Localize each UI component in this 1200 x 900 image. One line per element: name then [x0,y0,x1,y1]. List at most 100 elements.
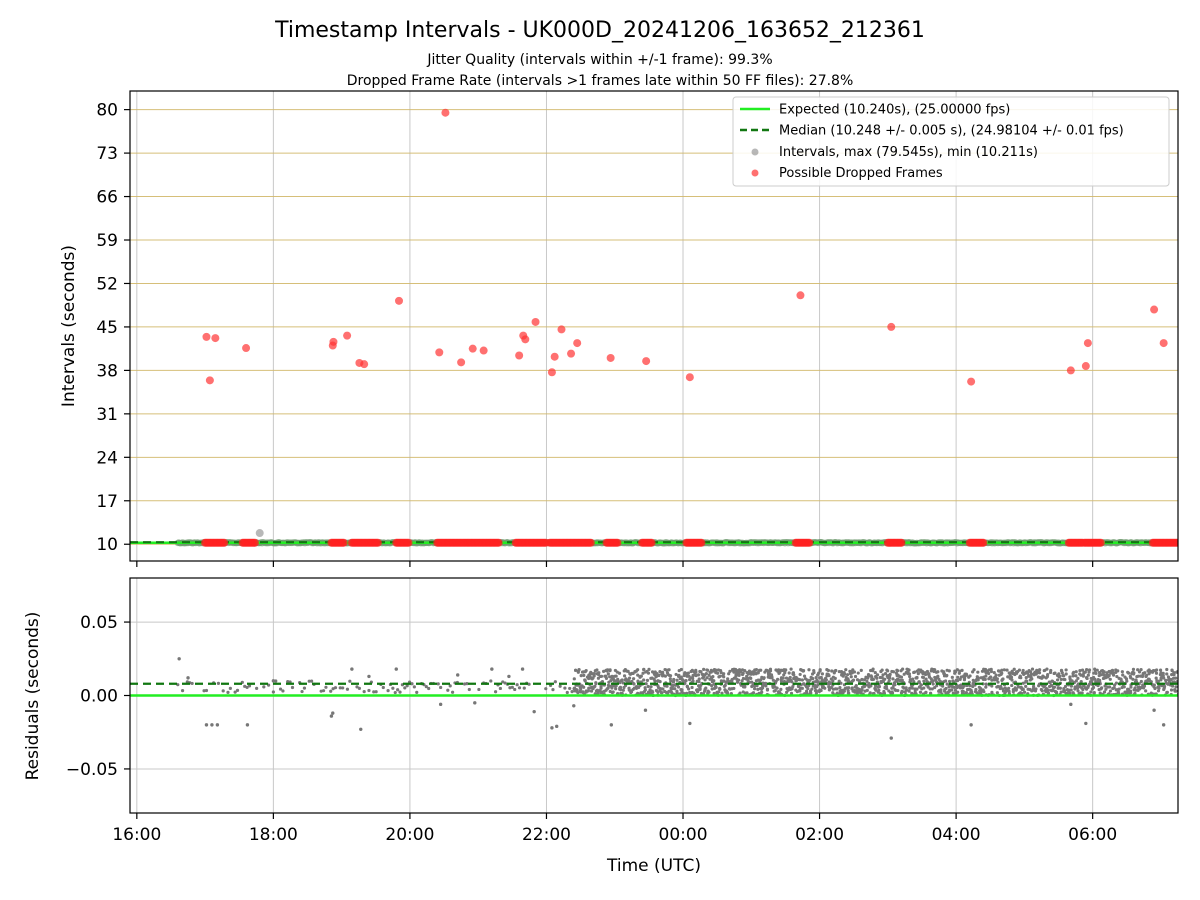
dropped-frame-point [697,538,706,547]
residual-point [791,685,795,689]
intervals-y-axis-label: Intervals (seconds) [59,245,79,407]
dropped-frame-point [586,538,595,547]
residual-point [935,684,939,688]
residual-point [1012,667,1016,671]
residual-point [728,669,732,673]
residual-point [1136,674,1140,678]
residual-point [1042,668,1046,673]
residual-point [570,690,574,694]
residual-point [668,677,672,681]
residual-point [754,668,759,672]
dropped-frame-point [479,346,488,355]
residual-point [1154,671,1159,675]
residual-point [667,668,671,672]
residual-point [669,689,673,693]
residual-point [922,686,926,690]
residual-point [1071,674,1075,678]
residual-point [617,671,622,675]
residual-point [644,682,648,686]
residual-point [1102,690,1107,694]
residual-point-outlier [204,723,209,727]
residual-point [765,688,770,692]
residual-point [1021,687,1025,691]
residual-point [1116,669,1120,673]
residual-point [582,685,586,689]
residual-point-outlier [394,667,398,671]
intervals-y-tick-label: 80 [96,101,118,121]
dropped-frame-point [606,353,615,362]
intervals-y-tick-label: 17 [96,492,118,512]
residual-point [498,686,502,691]
residual-point [859,668,863,672]
residual-point [1014,687,1018,691]
residual-point [424,685,428,689]
residual-point [933,668,937,672]
legend-dropped-swatch [751,169,759,177]
residual-point [704,671,708,676]
residual-point [1074,670,1078,674]
residual-point [544,687,548,691]
residual-point [816,683,820,687]
residual-point [709,668,713,672]
residual-point [614,687,618,691]
residual-point [976,670,980,674]
residual-point [579,674,583,678]
residual-point [1165,667,1169,672]
residual-point [853,674,858,679]
residual-point [759,668,763,672]
residual-point [204,688,209,693]
x-tick-label: 06:00 [1068,825,1117,845]
residual-point [1165,690,1169,695]
dropped-frame-point [457,358,466,367]
residual-point [1059,677,1063,681]
residual-point [936,670,940,674]
residual-point [1125,679,1129,683]
residual-point [818,669,822,673]
residual-point [809,691,813,695]
residual-point [900,689,904,693]
residual-point [1129,691,1133,695]
residual-point [477,687,481,692]
residual-point [945,673,949,678]
residual-point [357,686,361,690]
residual-point [1031,684,1036,688]
residual-point [955,668,959,672]
dropped-frame-point [220,538,229,547]
residual-point [1103,684,1107,688]
residual-point [732,670,736,674]
residual-point [749,676,753,680]
residual-point [850,686,854,690]
residual-point [1104,687,1108,691]
residual-point [1042,675,1046,679]
residual-point [1006,675,1010,679]
residual-point [913,670,917,674]
residual-point [945,682,949,686]
residual-point [235,688,240,692]
residual-point [873,671,877,675]
residual-point [888,672,892,676]
residual-point [1010,678,1014,682]
residual-point-outlier [1161,723,1166,727]
chart-subtitle-dropped: Dropped Frame Rate (intervals >1 frames … [347,73,854,89]
residual-point [893,688,897,692]
residual-point [386,688,390,693]
residual-point [941,684,945,688]
residual-point [1055,678,1060,682]
residuals-panel: −0.05 0.00 0.05 16:00 18:00 20:00 22:00 00:00 0… [23,577,1179,876]
intervals-y-tick-label: 38 [96,361,118,381]
residual-point [1139,668,1143,672]
residual-point [873,684,878,688]
residual-point [572,677,576,681]
residual-point [627,686,631,690]
residual-point [787,671,791,675]
residual-point [962,678,967,682]
residual-point [798,672,802,677]
dropped-frame-point [1083,339,1092,348]
residual-point [964,691,968,695]
residual-point [331,687,335,691]
x-tick-label: 18:00 [249,825,298,845]
residuals-y-axis-label: Residuals (seconds) [23,612,43,781]
residual-point [718,674,722,678]
residual-point [329,689,333,693]
residual-point [953,688,958,692]
